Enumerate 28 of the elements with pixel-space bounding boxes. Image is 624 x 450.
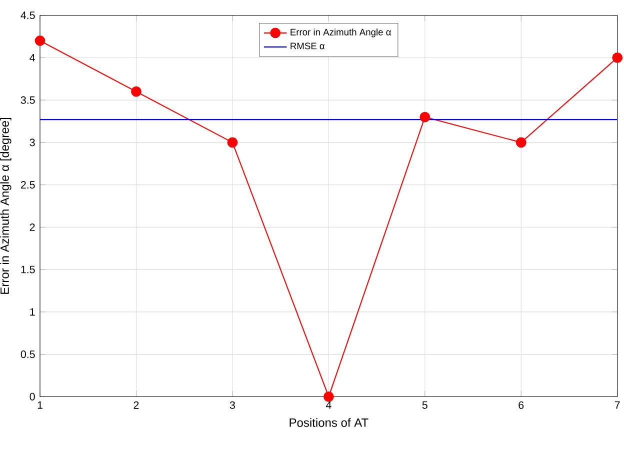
y-tick-label: 4 xyxy=(30,54,35,62)
x-tick-label: 3 xyxy=(230,401,235,409)
point xyxy=(612,52,623,63)
y-tick-label: 0 xyxy=(30,392,35,400)
point xyxy=(227,137,238,148)
point xyxy=(131,86,142,97)
y-tick-label: 3.5 xyxy=(20,96,35,104)
x-tick-label: 4 xyxy=(326,401,332,409)
y-tick-label: 3 xyxy=(30,138,35,146)
y-tick-label: 2.5 xyxy=(21,181,35,189)
y-tick-label: 2 xyxy=(30,223,35,231)
point xyxy=(34,36,46,46)
legend-label: RMSE α xyxy=(290,42,325,50)
point xyxy=(323,391,334,402)
point xyxy=(420,112,430,122)
y-axis-title: Error in Azimuth Angle α [degree] xyxy=(0,118,12,294)
y-tick-label: 0.5 xyxy=(20,350,35,358)
x-tick-label: 6 xyxy=(518,401,524,409)
x-tick-label: 2 xyxy=(134,401,139,409)
y-tick-label: 1 xyxy=(30,308,35,316)
x-tick-label: 1 xyxy=(38,401,42,409)
point xyxy=(516,137,526,148)
y-tick-label: 1.5 xyxy=(21,266,35,274)
x-tick-label: 5 xyxy=(422,401,428,409)
legend-label: Error in Azimuth Angle α xyxy=(290,28,391,38)
y-tick-label: 4.5 xyxy=(20,12,35,20)
x-axis-title: Positions of AT xyxy=(290,418,368,427)
x-tick-label: 7 xyxy=(614,401,620,409)
